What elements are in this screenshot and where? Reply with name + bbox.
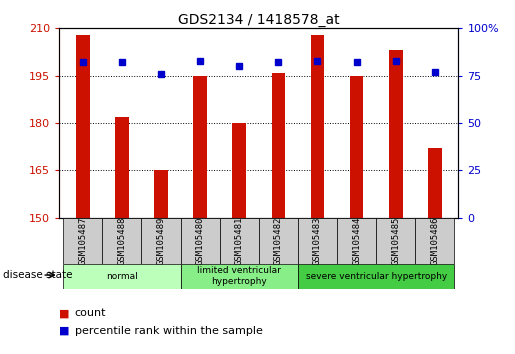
Text: GSM105488: GSM105488 [117, 217, 126, 265]
Bar [181, 264, 298, 289]
Bar [115, 117, 129, 218]
Text: severe ventricular hypertrophy: severe ventricular hypertrophy [305, 272, 447, 281]
Text: count: count [75, 308, 106, 318]
Text: GSM105485: GSM105485 [391, 217, 400, 265]
Bar [428, 148, 442, 218]
Bar [389, 50, 403, 218]
Bar [220, 218, 259, 264]
Text: GSM105489: GSM105489 [157, 217, 165, 265]
Text: disease state: disease state [3, 270, 72, 280]
Bar [376, 218, 415, 264]
Text: GSM105480: GSM105480 [196, 217, 204, 265]
Bar [232, 123, 246, 218]
Bar [259, 218, 298, 264]
Bar [154, 170, 168, 218]
Text: percentile rank within the sample: percentile rank within the sample [75, 326, 263, 336]
Text: normal: normal [106, 272, 138, 281]
Bar [76, 35, 90, 218]
Text: GSM105486: GSM105486 [431, 217, 439, 265]
Text: limited ventricular
hypertrophy: limited ventricular hypertrophy [197, 267, 281, 286]
Text: GSM105483: GSM105483 [313, 217, 322, 265]
Bar [63, 264, 181, 289]
Bar [298, 264, 454, 289]
Text: GSM105481: GSM105481 [235, 217, 244, 265]
Bar [311, 35, 324, 218]
Text: GSM105484: GSM105484 [352, 217, 361, 265]
Bar [337, 218, 376, 264]
Bar [181, 218, 220, 264]
Bar [142, 218, 181, 264]
Bar [271, 73, 285, 218]
Bar [350, 76, 364, 218]
Bar [193, 76, 207, 218]
Text: ■: ■ [59, 326, 70, 336]
Bar [102, 218, 142, 264]
Bar [63, 218, 102, 264]
Text: GSM105482: GSM105482 [274, 217, 283, 265]
Text: ■: ■ [59, 308, 70, 318]
Title: GDS2134 / 1418578_at: GDS2134 / 1418578_at [178, 13, 339, 27]
Bar [415, 218, 454, 264]
Text: GSM105487: GSM105487 [78, 217, 87, 265]
Bar [298, 218, 337, 264]
